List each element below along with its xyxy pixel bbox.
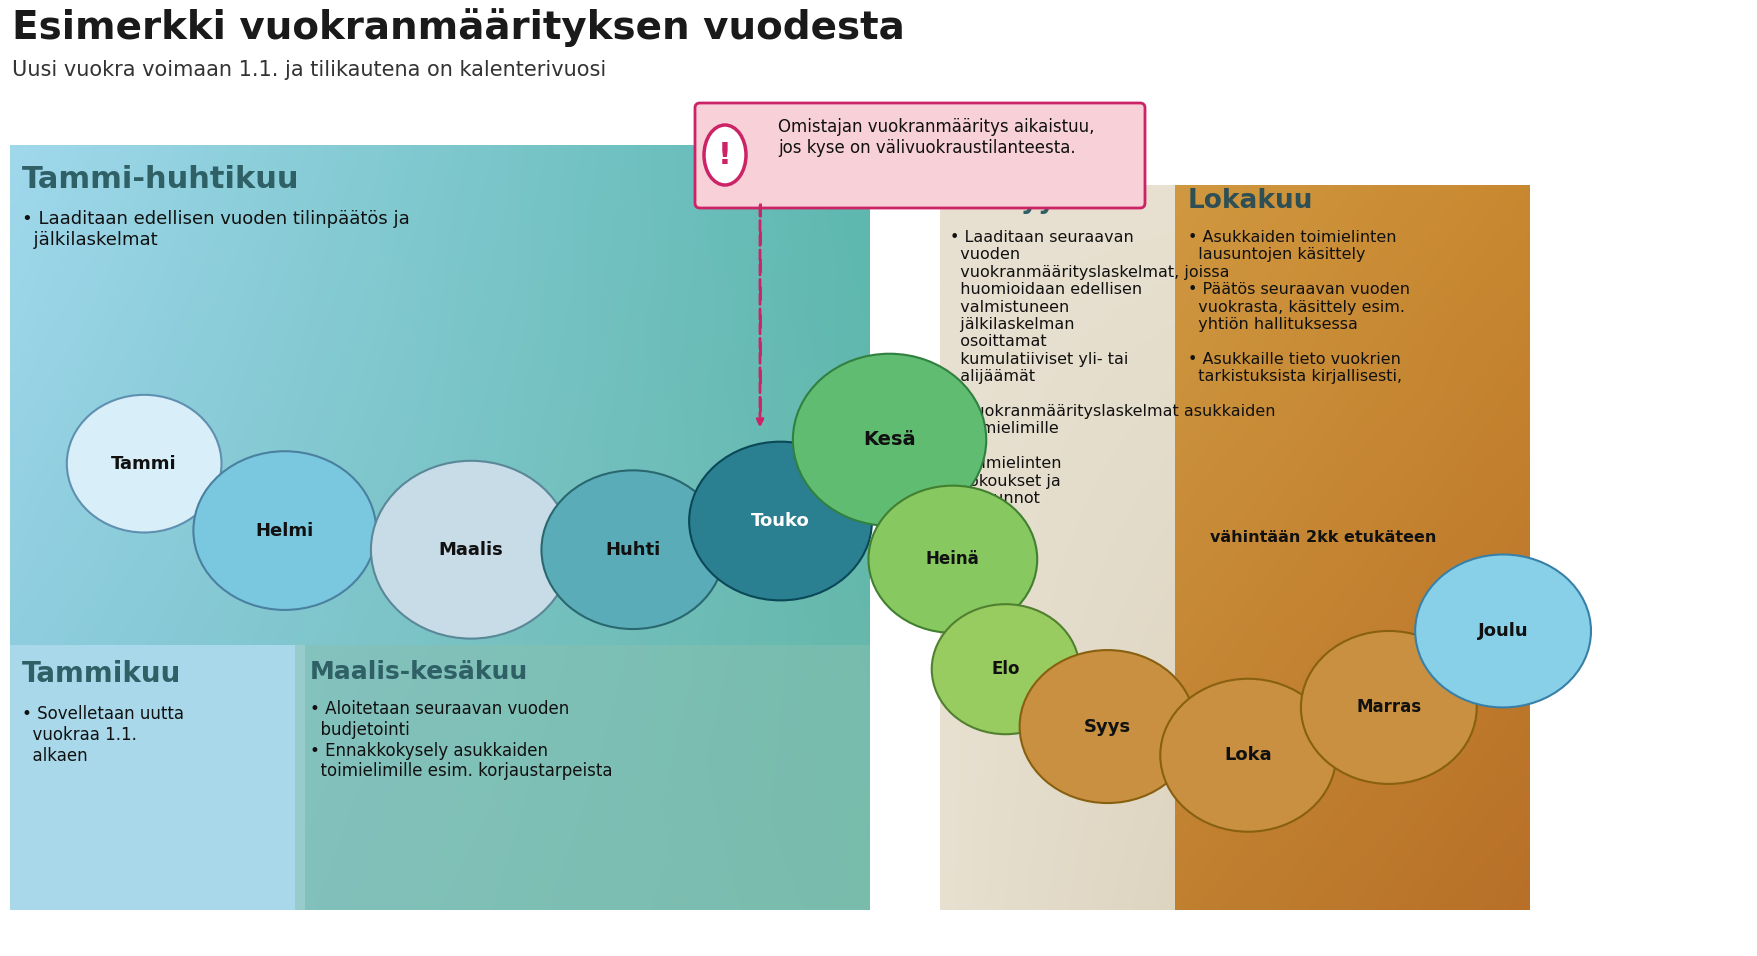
Text: Esimerkki vuokranmäärityksen vuodesta: Esimerkki vuokranmäärityksen vuodesta (12, 8, 905, 47)
Text: Kesä: Kesä (863, 430, 915, 449)
Text: Maalis: Maalis (439, 541, 503, 558)
Ellipse shape (868, 486, 1037, 633)
Text: Loka: Loka (1223, 747, 1272, 764)
Ellipse shape (703, 125, 745, 185)
Ellipse shape (193, 451, 376, 610)
Text: Touko: Touko (750, 512, 810, 530)
Text: Huhti: Huhti (604, 541, 661, 558)
Text: • Aloitetaan seuraavan vuoden
  budjetointi
• Ennakkokysely asukkaiden
  toimiel: • Aloitetaan seuraavan vuoden budjetoint… (309, 700, 611, 780)
Text: Joulu: Joulu (1478, 622, 1527, 640)
Text: Uusi vuokra voimaan 1.1. ja tilikautena on kalenterivuosi: Uusi vuokra voimaan 1.1. ja tilikautena … (12, 60, 606, 80)
Ellipse shape (67, 395, 221, 532)
Text: Heinä: Heinä (926, 551, 979, 568)
Ellipse shape (1414, 554, 1590, 707)
Text: Tammikuu: Tammikuu (23, 660, 181, 688)
Text: • Asukkaiden toimielinten
  lausuntojen käsittely

• Päätös seuraavan vuoden
  v: • Asukkaiden toimielinten lausuntojen kä… (1188, 230, 1409, 402)
Ellipse shape (541, 470, 724, 629)
Ellipse shape (1160, 679, 1335, 832)
Ellipse shape (931, 604, 1079, 734)
Text: Marras: Marras (1355, 699, 1421, 716)
FancyBboxPatch shape (11, 645, 304, 910)
Text: Elo: Elo (991, 661, 1019, 678)
Ellipse shape (371, 461, 571, 639)
FancyBboxPatch shape (694, 103, 1144, 208)
Text: • Sovelletaan uutta
  vuokraa 1.1.
  alkaen: • Sovelletaan uutta vuokraa 1.1. alkaen (23, 705, 184, 765)
Text: Syys: Syys (1084, 718, 1130, 735)
Text: vähintään 2kk etukäteen: vähintään 2kk etukäteen (1209, 530, 1435, 545)
Ellipse shape (689, 442, 871, 600)
Text: Helmi: Helmi (255, 522, 315, 539)
Ellipse shape (1019, 650, 1195, 803)
Text: !: ! (717, 141, 731, 169)
Ellipse shape (1300, 631, 1476, 784)
FancyBboxPatch shape (295, 645, 870, 910)
Text: Omistajan vuokranmääritys aikaistuu,
jos kyse on välivuokraustilanteesta.: Omistajan vuokranmääritys aikaistuu, jos… (778, 118, 1095, 157)
Text: Elo-syyskuu: Elo-syyskuu (949, 188, 1126, 214)
Text: Maalis-kesäkuu: Maalis-kesäkuu (309, 660, 527, 684)
Ellipse shape (792, 354, 986, 526)
Text: • Laaditaan edellisen vuoden tilinpäätös ja
  jälkilaskelmat: • Laaditaan edellisen vuoden tilinpäätös… (23, 210, 409, 249)
Text: Lokakuu: Lokakuu (1188, 188, 1312, 214)
Text: Tammi: Tammi (111, 455, 177, 472)
Text: Tammi-huhtikuu: Tammi-huhtikuu (23, 165, 299, 194)
Text: • Laaditaan seuraavan
  vuoden
  vuokranmäärityslaskelmat, joissa
  huomioidaan : • Laaditaan seuraavan vuoden vuokranmäär… (949, 230, 1276, 506)
